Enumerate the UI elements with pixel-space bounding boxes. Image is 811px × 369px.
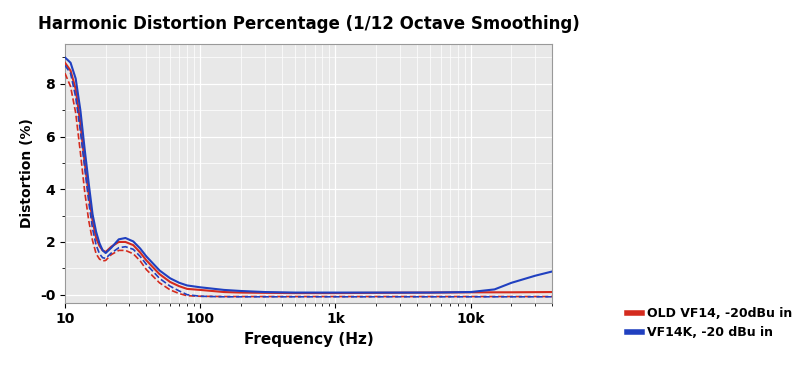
- X-axis label: Frequency (Hz): Frequency (Hz): [243, 332, 373, 347]
- Legend: OLD VF14, -20dBu in, VF14K, -20 dBu in: OLD VF14, -20dBu in, VF14K, -20 dBu in: [621, 302, 796, 344]
- Text: Harmonic Distortion Percentage (1/12 Octave Smoothing): Harmonic Distortion Percentage (1/12 Oct…: [37, 15, 579, 33]
- Y-axis label: Distortion (%): Distortion (%): [20, 118, 34, 228]
